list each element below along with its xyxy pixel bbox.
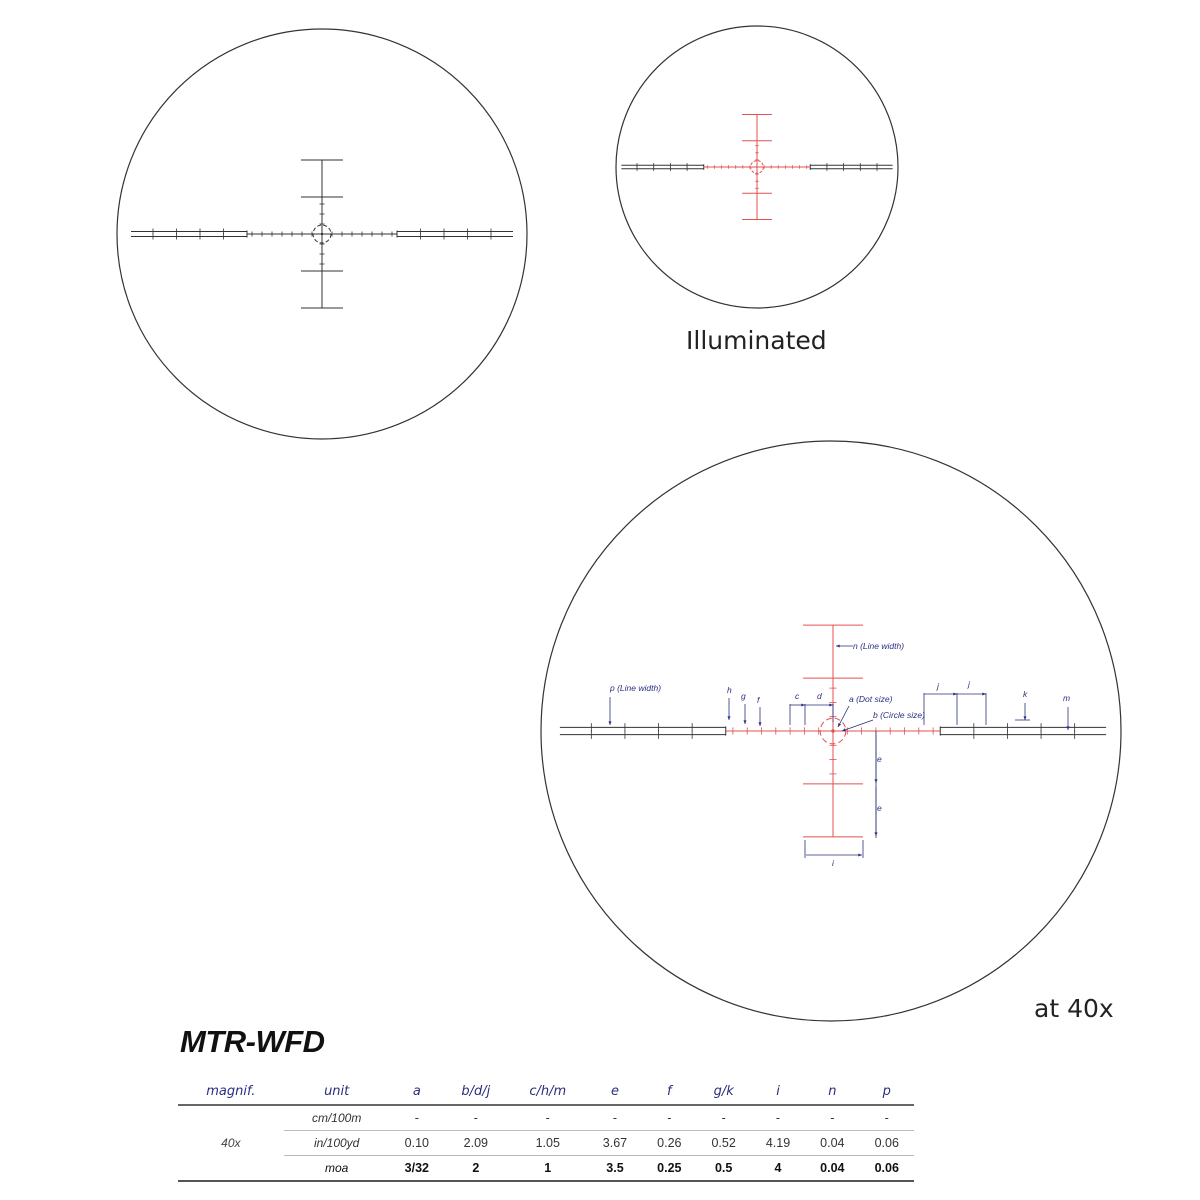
spec-header-3: b/d/j [443, 1078, 508, 1106]
label-j1: j [936, 681, 940, 691]
arrow-head [858, 853, 862, 857]
arrow-head [953, 692, 957, 696]
spec-cell: 0.06 [859, 1130, 914, 1156]
label-g: g [741, 691, 746, 701]
spec-cell: - [587, 1105, 643, 1131]
spec-cell: 0.06 [859, 1155, 914, 1182]
arrow-head [874, 779, 878, 783]
arrow-head [727, 716, 731, 720]
reticle-main [131, 159, 513, 309]
spec-row: 40x cm/100m - - - - - - - - - [178, 1105, 914, 1182]
model-name: MTR-WFD [180, 1024, 325, 1059]
arrow-head [874, 832, 878, 836]
dimension-arrow [837, 705, 850, 728]
label-i: i [832, 858, 835, 868]
center-circle [312, 224, 332, 244]
arrow-head [829, 703, 833, 707]
spec-cell: 4 [750, 1155, 806, 1182]
spec-unit: moa [283, 1155, 390, 1182]
spec-cell: 0.52 [696, 1130, 751, 1156]
spec-header-1: unit [283, 1078, 390, 1106]
spec-cell: 0.26 [642, 1130, 697, 1156]
center-circle [750, 160, 764, 174]
spec-cell: 3/32 [389, 1155, 444, 1182]
label-e2: e [877, 803, 882, 813]
spec-cell: - [696, 1105, 751, 1131]
spec-table: magnif. unit a b/d/j c/h/m e f g/k i n p 40x cm/100… [178, 1078, 914, 1182]
illuminated-caption: Illuminated [686, 326, 827, 355]
spec-cell: - [859, 1105, 914, 1131]
center-dot [320, 232, 324, 236]
spec-header-7: g/k [696, 1078, 751, 1106]
spec-cell: - [507, 1105, 588, 1131]
label-k: k [1023, 689, 1028, 699]
label-c: c [795, 691, 800, 701]
dimension-annotations: p (Line width) h g f c d a (Dot size) b … [608, 641, 1070, 868]
spec-header-10: p [859, 1078, 914, 1106]
arrow-head [801, 703, 805, 707]
arrow-head [1066, 726, 1070, 730]
arrow-head [758, 722, 762, 726]
dimension-arrow [841, 719, 874, 732]
spec-body: 40x cm/100m - - - - - - - - - in/100yd 0.10 2.09 1.05 3… [178, 1105, 914, 1182]
scope-circle-40x [540, 440, 1122, 1022]
label-a: a (Dot size) [849, 694, 893, 704]
arrow-head [1023, 716, 1027, 720]
arrow-head [982, 692, 986, 696]
label-d: d [817, 691, 822, 701]
label-b: b (Circle size) [873, 710, 925, 720]
spec-cell: 1 [507, 1155, 588, 1182]
label-m: m [1063, 693, 1070, 703]
spec-unit: cm/100m [283, 1105, 390, 1131]
spec-row: in/100yd 0.10 2.09 1.05 3.67 0.26 0.52 4.19 0.04… [178, 1130, 914, 1156]
scope-circle-main [116, 28, 528, 440]
center-dot [831, 729, 835, 733]
arrow-head [743, 720, 747, 724]
label-e1: e [877, 754, 882, 764]
spec-header-6: f [642, 1078, 697, 1106]
magnification-caption: at 40x [1034, 994, 1114, 1023]
arrow-head [836, 644, 840, 648]
spec-cell: - [750, 1105, 806, 1131]
label-f: f [757, 695, 761, 705]
label-j2: j [967, 679, 971, 689]
spec-cell: 1.05 [507, 1130, 588, 1156]
spec-cell: 2.09 [443, 1130, 508, 1156]
spec-cell: 3.5 [587, 1155, 643, 1182]
reticle-illuminated [621, 113, 893, 221]
spec-header-8: i [750, 1078, 806, 1106]
spec-cell: 0.25 [642, 1155, 697, 1182]
spec-header-2: a [389, 1078, 444, 1106]
center-dot [756, 166, 758, 168]
spec-cell: - [642, 1105, 697, 1131]
spec-cell: 0.5 [696, 1155, 751, 1182]
spec-header-row: magnif. unit a b/d/j c/h/m e f g/k i n p [178, 1078, 914, 1106]
arrow-head [838, 723, 842, 727]
reticle-40x [559, 624, 1107, 838]
spec-cell: 0.04 [805, 1155, 860, 1182]
spec-cell: 4.19 [750, 1130, 806, 1156]
spec-header-9: n [805, 1078, 860, 1106]
spec-cell: - [443, 1105, 508, 1131]
arrow-head [842, 728, 846, 732]
spec-header-5: e [587, 1078, 643, 1106]
spec-header-4: c/h/m [507, 1078, 588, 1106]
spec-header-0: magnif. [178, 1078, 284, 1106]
spec-cell: 3.67 [587, 1130, 643, 1156]
label-p: p (Line width) [609, 683, 661, 693]
spec-cell: 0.10 [389, 1130, 444, 1156]
scope-circle-illuminated [615, 25, 899, 309]
spec-cell: - [805, 1105, 860, 1131]
spec-unit: in/100yd [283, 1130, 390, 1156]
label-n: n (Line width) [853, 641, 904, 651]
spec-magnification: 40x [178, 1105, 284, 1182]
spec-row: moa 3/32 2 1 3.5 0.25 0.5 4 0.04 0.06 [178, 1155, 914, 1182]
arrow-head [608, 721, 612, 725]
spec-cell: 0.04 [805, 1130, 860, 1156]
spec-cell: - [389, 1105, 444, 1131]
label-h: h [727, 685, 732, 695]
spec-cell: 2 [443, 1155, 508, 1182]
